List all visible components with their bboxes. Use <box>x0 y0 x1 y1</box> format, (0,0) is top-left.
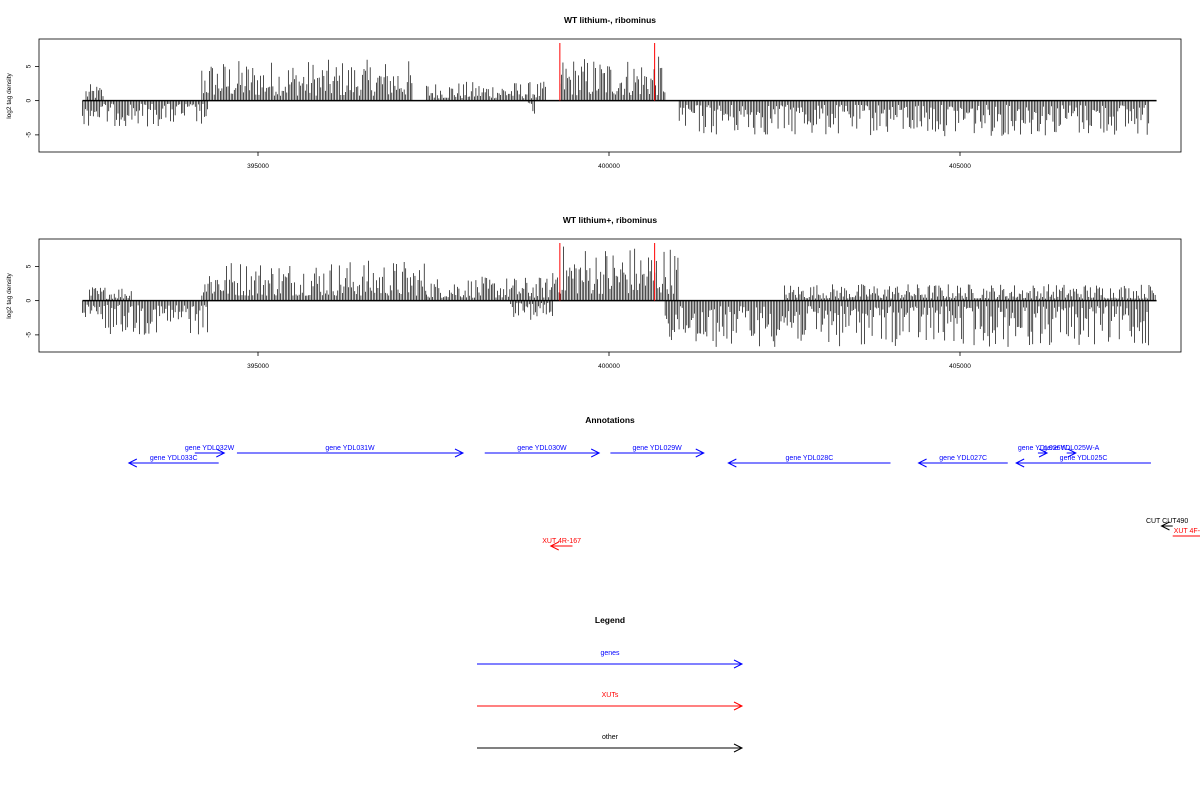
y-tick-label: -5 <box>26 332 33 338</box>
annotation-label: gene YDL029W <box>632 445 682 452</box>
legend-label: XUTs <box>602 692 619 699</box>
arrow-head <box>733 659 744 669</box>
y-tick-label: -5 <box>26 132 33 138</box>
arrow-head <box>1038 448 1049 458</box>
annotation-label: gene YDL025C <box>1060 455 1108 462</box>
x-tick-label: 400000 <box>598 363 620 370</box>
arrow-head <box>216 448 226 458</box>
annotation-label: gene YDL033C <box>150 455 198 462</box>
x-tick-label: 395000 <box>247 163 269 170</box>
density-marks: -5 0 5 395000 400000 405000 <box>26 243 1157 370</box>
legend-title: Legend <box>595 615 625 625</box>
annotation-label: gene YDL031W <box>325 445 375 452</box>
density-marks: -5 0 5 395000 400000 405000 <box>26 43 1157 170</box>
y-axis-label: log2 tag density <box>6 72 13 118</box>
annotation-label: XUT 4R-167 <box>542 538 581 545</box>
arrow-head <box>590 448 601 458</box>
arrow-head <box>549 541 559 551</box>
y-tick-label: 5 <box>26 264 33 268</box>
x-tick-label: 405000 <box>949 163 971 170</box>
x-tick-label: 395000 <box>247 363 269 370</box>
legend-marks: genes XUTs other <box>477 650 744 753</box>
annotation-label: gene YDL030W <box>517 445 567 452</box>
plot-frame <box>38 238 1182 353</box>
panel-lithium-plus: WT lithium+, ribominus log2 tag density … <box>6 215 1182 370</box>
plot-frame <box>38 38 1182 153</box>
annotation-marks: gene YDL032W gene YDL031W gene YDL030W gene… <box>127 445 1200 551</box>
annotation-label: CUT CUT490 <box>1146 518 1188 525</box>
legend-label: other <box>602 734 619 741</box>
x-tick-label: 400000 <box>598 163 620 170</box>
arrow-head <box>727 458 737 468</box>
arrow-head <box>733 743 744 753</box>
y-tick-label: 5 <box>26 64 33 68</box>
arrow-head <box>917 458 927 468</box>
legend: Legend genes XUTs other <box>477 615 744 753</box>
arrow-head <box>454 448 465 458</box>
y-tick-label: 0 <box>26 298 33 302</box>
y-tick-label: 0 <box>26 98 33 102</box>
x-tick-label: 405000 <box>949 363 971 370</box>
panel-title: WT lithium+, ribominus <box>563 215 657 225</box>
arrow-head <box>1160 521 1170 531</box>
annotations-track: Annotations gene YDL032W gene YDL031W gene… <box>127 415 1200 551</box>
annotation-label: XUT 4F-204 <box>1174 528 1200 535</box>
annotations-title: Annotations <box>585 415 635 425</box>
arrow-head <box>1015 458 1025 468</box>
panel-lithium-minus: WT lithium-, ribominus log2 tag density … <box>6 15 1182 170</box>
annotation-label: gene YDL028C <box>786 455 834 462</box>
annotation-label: gene YDL032W <box>185 445 235 452</box>
legend-label: genes <box>600 650 620 657</box>
arrow-head <box>733 701 744 711</box>
annotation-label: gene YDL026W <box>1018 445 1068 452</box>
annotation-label: gene YDL027C <box>939 455 987 462</box>
panel-title: WT lithium-, ribominus <box>564 15 656 25</box>
arrow-head <box>695 448 705 458</box>
y-axis-label: log2 tag density <box>6 272 13 318</box>
annotation-label: gene YDL025W-A <box>1043 445 1099 452</box>
arrow-head <box>1067 448 1077 458</box>
arrow-head <box>127 458 138 468</box>
